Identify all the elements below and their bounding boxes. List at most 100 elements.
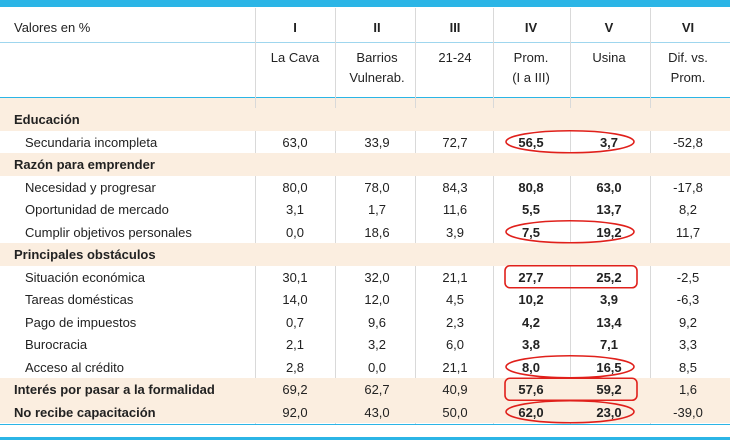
column-divider xyxy=(570,8,571,424)
column-name: Vulnerab. xyxy=(349,70,405,85)
rule xyxy=(0,97,730,98)
cell-value: 4,2 xyxy=(521,314,541,330)
row-label: Acceso al crédito xyxy=(25,359,124,375)
row-label: Burocracia xyxy=(25,337,88,352)
cell-value: 3,7 xyxy=(599,134,619,150)
cell-value: 16,5 xyxy=(596,359,622,375)
cell-value: 19,2 xyxy=(596,224,622,240)
cell-value: 3,9 xyxy=(599,292,619,307)
cell-value: 80,0 xyxy=(282,179,308,195)
cell-value: 21,1 xyxy=(442,269,468,285)
column-name: 21-24 xyxy=(438,50,472,65)
cell-value: 1,7 xyxy=(367,202,387,217)
column-numeral: III xyxy=(449,20,461,35)
cell-value: 2,8 xyxy=(285,359,305,375)
row-label: Necesidad y progresar xyxy=(25,179,156,195)
column-divider xyxy=(255,8,256,424)
row-label: Pago de impuestos xyxy=(25,314,137,330)
cell-value: 32,0 xyxy=(364,269,390,285)
cell-value: 1,6 xyxy=(678,382,698,397)
cell-value: 9,6 xyxy=(367,314,387,330)
bottom-bar xyxy=(0,437,730,440)
column-numeral: VI xyxy=(681,20,695,35)
column-name: La Cava xyxy=(270,50,320,65)
header-label: Valores en % xyxy=(14,20,91,35)
top-bar xyxy=(0,0,730,7)
highlight-ring xyxy=(505,129,635,154)
cell-value: 59,2 xyxy=(596,382,622,397)
cell-value: 78,0 xyxy=(364,179,390,195)
cell-value: 3,8 xyxy=(521,337,541,352)
column-divider xyxy=(415,8,416,424)
cell-value: 62,7 xyxy=(364,382,390,397)
cell-value: 21,1 xyxy=(442,359,468,375)
cell-value: 40,9 xyxy=(442,382,468,397)
cell-value: -52,8 xyxy=(673,134,703,150)
row-label: Cumplir objetivos personales xyxy=(25,224,192,240)
rule xyxy=(0,424,730,425)
highlight-ring xyxy=(504,377,638,402)
column-divider xyxy=(335,8,336,424)
row-band xyxy=(0,243,730,266)
cell-value: 30,1 xyxy=(282,269,308,285)
cell-value: 0,0 xyxy=(285,224,305,240)
column-numeral: IV xyxy=(524,20,538,35)
section-label: Educación xyxy=(14,112,80,127)
cell-value: 63,0 xyxy=(596,179,622,195)
cell-value: 13,4 xyxy=(596,314,622,330)
cell-value: 12,0 xyxy=(364,292,390,307)
row-band xyxy=(0,108,730,131)
cell-value: 8,5 xyxy=(678,359,698,375)
cell-value: 80,8 xyxy=(518,179,544,195)
cell-value: 8,2 xyxy=(678,202,698,217)
row-label: Situación económica xyxy=(25,269,145,285)
row-label: Tareas domésticas xyxy=(25,292,134,307)
row-label: Interés por pasar a la formalidad xyxy=(14,382,215,397)
column-divider xyxy=(493,8,494,424)
cell-value: 23,0 xyxy=(596,404,622,420)
cell-value: 13,7 xyxy=(596,202,622,217)
cell-value: 0,7 xyxy=(285,314,305,330)
cell-value: 11,6 xyxy=(442,202,468,217)
row-band xyxy=(0,153,730,176)
cell-value: 72,7 xyxy=(442,134,468,150)
column-numeral: V xyxy=(604,20,614,35)
column-name: (I a III) xyxy=(512,70,550,85)
cell-value: 6,0 xyxy=(445,337,465,352)
cell-value: 14,0 xyxy=(282,292,308,307)
cell-value: 69,2 xyxy=(282,382,308,397)
cell-value: 7,5 xyxy=(521,224,541,240)
cell-value: 18,6 xyxy=(364,224,390,240)
column-numeral: I xyxy=(293,20,297,35)
column-divider xyxy=(650,8,651,424)
cell-value: 92,0 xyxy=(282,404,308,420)
column-name: Prom. xyxy=(513,50,549,65)
section-label: Razón para emprender xyxy=(14,157,155,172)
band xyxy=(0,98,730,108)
section-label: Principales obstáculos xyxy=(14,247,156,262)
cell-value: 3,1 xyxy=(285,202,305,217)
cell-value: 3,2 xyxy=(367,337,387,352)
cell-value: 25,2 xyxy=(596,269,622,285)
column-name: Barrios xyxy=(356,50,398,65)
cell-value: -2,5 xyxy=(676,269,700,285)
cell-value: 84,3 xyxy=(442,179,468,195)
cell-value: 3,9 xyxy=(445,224,465,240)
row-label: No recibe capacitación xyxy=(14,404,156,420)
cell-value: 43,0 xyxy=(364,404,390,420)
row-band xyxy=(0,400,730,423)
highlight-ring xyxy=(505,219,635,244)
highlight-ring xyxy=(505,354,635,379)
cell-value: 27,7 xyxy=(518,269,544,285)
cell-value: 56,5 xyxy=(518,134,544,150)
cell-value: -17,8 xyxy=(673,179,703,195)
highlight-ring xyxy=(504,264,638,289)
column-name: Prom. xyxy=(670,70,706,85)
cell-value: 7,1 xyxy=(599,337,619,352)
highlight-ring xyxy=(505,399,635,424)
column-numeral: II xyxy=(373,20,381,35)
cell-value: 10,2 xyxy=(518,292,544,307)
row-label: Secundaria incompleta xyxy=(25,134,158,150)
